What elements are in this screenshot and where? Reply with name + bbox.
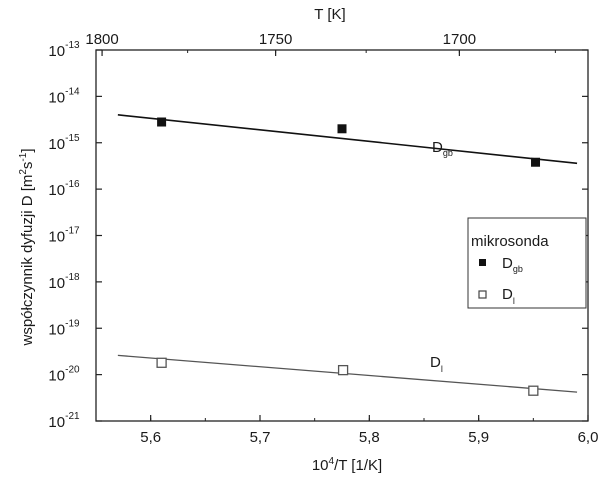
x-tick-label: 6,0 — [578, 429, 598, 446]
x-tick-label: 5,7 — [250, 429, 271, 446]
y-tick-label: 10-16 — [48, 179, 80, 199]
y-axis-label-mid: s — [19, 162, 36, 170]
top-tick-label: 1800 — [85, 31, 118, 48]
series-label-dl-sub: l — [441, 364, 443, 374]
y-axis-label: współczynnik dyfuzji D [m2s-1] — [18, 148, 36, 346]
y-tick-label-exp: -16 — [65, 179, 80, 190]
legend-title: mikrosonda — [471, 233, 549, 250]
y-tick-label-base: 10 — [48, 136, 65, 153]
series-label-dl-main: D — [430, 354, 441, 371]
y-tick-label: 10-19 — [48, 318, 80, 338]
y-tick-label: 10-17 — [48, 226, 80, 246]
y-tick-label-exp: -20 — [65, 365, 80, 376]
data-point-dl — [337, 364, 349, 376]
y-tick-label-base: 10 — [48, 275, 65, 292]
series-label-dgb-sub: gb — [443, 148, 453, 158]
y-axis-label-end: ] — [19, 148, 36, 152]
series-label-dl-text: Dl — [430, 354, 443, 374]
y-tick-label-base: 10 — [48, 414, 65, 431]
data-point-dgb — [531, 157, 541, 167]
y-tick-label-base: 10 — [48, 368, 65, 385]
y-tick-label-exp: -15 — [65, 133, 80, 144]
legend-entry-dgb: Dgb — [502, 255, 523, 274]
y-tick-label: 10-15 — [48, 133, 80, 153]
series-label-dgb-main: D — [432, 139, 443, 156]
y-tick-label: 10-18 — [48, 272, 80, 292]
data-point-dgb — [337, 124, 347, 134]
legend-marker-open-square — [478, 290, 487, 299]
x-axis-label-sup: 4 — [329, 456, 335, 467]
top-tick-label: 1700 — [443, 31, 476, 48]
y-tick-label: 10-21 — [48, 411, 80, 431]
y-tick-label-base: 10 — [48, 89, 65, 106]
legend: mikrosonda Dgb Dl — [467, 217, 587, 309]
y-tick-label-base: 10 — [48, 43, 65, 60]
legend-box — [467, 217, 587, 309]
legend-entry-dl-main: D — [502, 286, 513, 303]
y-tick-label: 10-13 — [48, 40, 80, 60]
x-tick-label: 5,9 — [468, 429, 489, 446]
y-tick-label-exp: -14 — [65, 86, 80, 97]
data-point-dgb — [157, 117, 167, 127]
data-point-dl — [528, 385, 539, 396]
legend-entry-dl: Dl — [502, 286, 515, 306]
legend-marker-filled-square — [479, 259, 486, 266]
y-tick-label-exp: -17 — [65, 226, 80, 237]
y-tick-label-exp: -19 — [65, 318, 80, 329]
y-tick-label-base: 10 — [48, 229, 65, 246]
y-tick-label-base: 10 — [48, 321, 65, 338]
y-tick-label-exp: -13 — [65, 40, 80, 51]
data-point-dl — [156, 357, 167, 368]
y-axis-label-sup1: 2 — [18, 169, 29, 175]
y-tick-label: 10-14 — [48, 86, 80, 106]
y-axis-label-main: współczynnik dyfuzji D [m — [19, 175, 36, 347]
series-label-dl: Dl — [430, 354, 443, 374]
y-tick-label-exp: -18 — [65, 272, 80, 283]
series-label-dgb-text: Dgb — [432, 139, 453, 158]
top-tick-label: 1750 — [259, 31, 292, 48]
x-axis-label-base: 10 — [312, 457, 329, 474]
y-tick-label-exp: -21 — [65, 411, 80, 422]
y-tick-label-base: 10 — [48, 182, 65, 199]
x-axis-label-rest: /T [1/K] — [334, 457, 382, 474]
fit-line-dgb — [117, 114, 578, 165]
y-tick-label: 10-20 — [48, 365, 80, 385]
legend-entry-dgb-main: D — [502, 255, 513, 272]
y-axis-label-sup2: -1 — [18, 152, 29, 161]
legend-entry-dl-sub: l — [513, 296, 515, 306]
legend-entry-dgb-sub: gb — [513, 264, 523, 274]
x-tick-label: 5,8 — [359, 429, 380, 446]
series-label-dgb: Dgb — [432, 139, 453, 158]
x-tick-label: 5,6 — [140, 429, 161, 446]
top-axis-label: T [K] — [314, 6, 345, 23]
x-axis-label: 104/T [1/K] — [312, 456, 382, 474]
